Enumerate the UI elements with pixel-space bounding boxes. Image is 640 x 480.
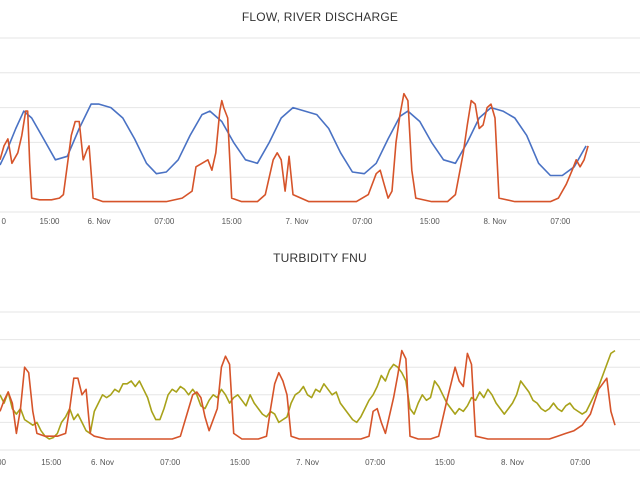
x-tick-label: 15:00 [39, 217, 60, 226]
series-line-1 [0, 349, 616, 440]
x-tick-label: 15:00 [222, 217, 243, 226]
x-tick-label: 0 [2, 217, 7, 226]
x-tick-label: 15:00 [420, 217, 441, 226]
x-tick-label: 15:00 [230, 458, 251, 467]
x-tick-label: 07:00 [365, 458, 386, 467]
x-tick-label: 7. Nov [285, 217, 308, 226]
chart-title: TURBIDITY FNU [273, 251, 367, 265]
turbidity-chart: TURBIDITY FNU 00 15:00 6. Nov 07:00 15:00 7. … [0, 240, 640, 480]
x-tick-label: 15:00 [435, 458, 456, 467]
series-line-1 [0, 92, 589, 203]
x-tick-label: 07:00 [154, 217, 175, 226]
x-tick-label: 6. Nov [87, 217, 110, 226]
x-tick-label: 07:00 [550, 217, 571, 226]
turbidity-plot-area: 00 15:00 6. Nov 07:00 15:00 7. Nov 07:00 15:00 8… [0, 311, 640, 467]
flow-chart: FLOW, RIVER DISCHARGE 0 15:00 6. Nov 07:00 1… [0, 10, 640, 226]
x-tick-label: 07:00 [160, 458, 181, 467]
chart-title: FLOW, RIVER DISCHARGE [241, 10, 399, 24]
series-line-0 [0, 349, 616, 440]
flow-plot-area: 0 15:00 6. Nov 07:00 15:00 7. Nov 07:00 15:00 8.… [0, 37, 640, 226]
x-tick-label: 07:00 [570, 458, 591, 467]
x-tick-label: 8. Nov [483, 217, 506, 226]
x-tick-label: 07:00 [352, 217, 373, 226]
x-tick-label: 00 [0, 458, 7, 467]
x-tick-label: 15:00 [41, 458, 62, 467]
series-line-0 [0, 103, 587, 177]
x-tick-label: 8. Nov [501, 458, 524, 467]
x-tick-label: 7. Nov [296, 458, 319, 467]
x-tick-label: 6. Nov [91, 458, 114, 467]
